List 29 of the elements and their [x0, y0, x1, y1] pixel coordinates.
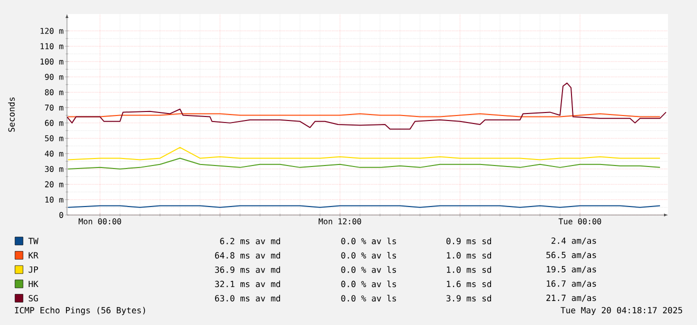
legend-label: JP [28, 266, 38, 273]
text: 0.0 % av ls [341, 238, 396, 244]
text: 0.0 % av ls [341, 280, 396, 288]
text: ICMP Echo Pings (56 Bytes) [15, 306, 145, 316]
legend-label: HK [28, 280, 38, 287]
text: 6.2 ms av md [220, 238, 280, 244]
text: 21.7 am/as [546, 294, 596, 302]
text: 16.7 am/as [546, 280, 596, 288]
text: 1.0 ms sd [446, 252, 492, 259]
text: 0.9 ms sd [446, 238, 492, 244]
legend-label: KR [28, 252, 38, 258]
line-series [67, 82, 667, 130]
text: 32.1 ms av md [215, 280, 280, 288]
text: 64.8 ms av md [215, 252, 280, 259]
legend-label: SG [28, 295, 38, 302]
text: Tue May 20 04:18:17 2025 [560, 306, 682, 316]
text: 63.0 ms av md [215, 294, 280, 302]
text: 2.4 am/as [552, 237, 596, 245]
text: 1.6 ms sd [446, 280, 492, 288]
text: 3.9 ms sd [446, 294, 492, 302]
text: 36.9 ms av md [215, 266, 280, 273]
text: 1.0 ms sd [446, 266, 492, 273]
text: 0.0 % av ls [341, 252, 396, 259]
text: 56.5 am/as [546, 252, 596, 259]
text: 0.0 % av ls [341, 294, 396, 302]
text: 0.0 % av ls [341, 266, 396, 273]
y-axis-title: Seconds [8, 97, 15, 132]
text: 19.5 am/as [546, 266, 596, 274]
legend-label: TW [28, 238, 38, 244]
